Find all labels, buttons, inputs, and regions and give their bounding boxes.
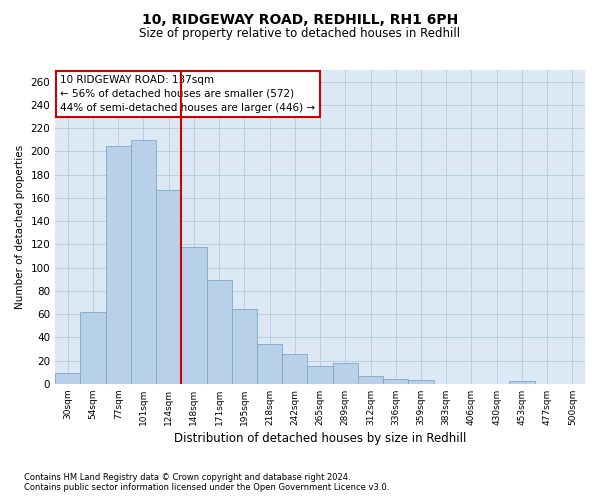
Text: 10, RIDGEWAY ROAD, REDHILL, RH1 6PH: 10, RIDGEWAY ROAD, REDHILL, RH1 6PH [142, 12, 458, 26]
Bar [332, 363, 358, 384]
Bar [181, 246, 206, 384]
Bar [206, 280, 232, 384]
Text: Contains public sector information licensed under the Open Government Licence v3: Contains public sector information licen… [24, 482, 389, 492]
Bar [232, 310, 257, 384]
Bar [282, 354, 307, 384]
Text: Size of property relative to detached houses in Redhill: Size of property relative to detached ho… [139, 28, 461, 40]
Bar [307, 366, 332, 384]
Bar [80, 312, 106, 384]
Text: Contains HM Land Registry data © Crown copyright and database right 2024.: Contains HM Land Registry data © Crown c… [24, 472, 350, 482]
Bar [55, 374, 80, 384]
Bar [383, 379, 409, 384]
Bar [409, 380, 434, 384]
X-axis label: Distribution of detached houses by size in Redhill: Distribution of detached houses by size … [174, 432, 466, 445]
Bar [509, 382, 535, 384]
Bar [131, 140, 156, 384]
Text: 10 RIDGEWAY ROAD: 137sqm
← 56% of detached houses are smaller (572)
44% of semi-: 10 RIDGEWAY ROAD: 137sqm ← 56% of detach… [61, 74, 316, 112]
Bar [358, 376, 383, 384]
Bar [106, 146, 131, 384]
Bar [156, 190, 181, 384]
Bar [257, 344, 282, 384]
Y-axis label: Number of detached properties: Number of detached properties [15, 145, 25, 309]
